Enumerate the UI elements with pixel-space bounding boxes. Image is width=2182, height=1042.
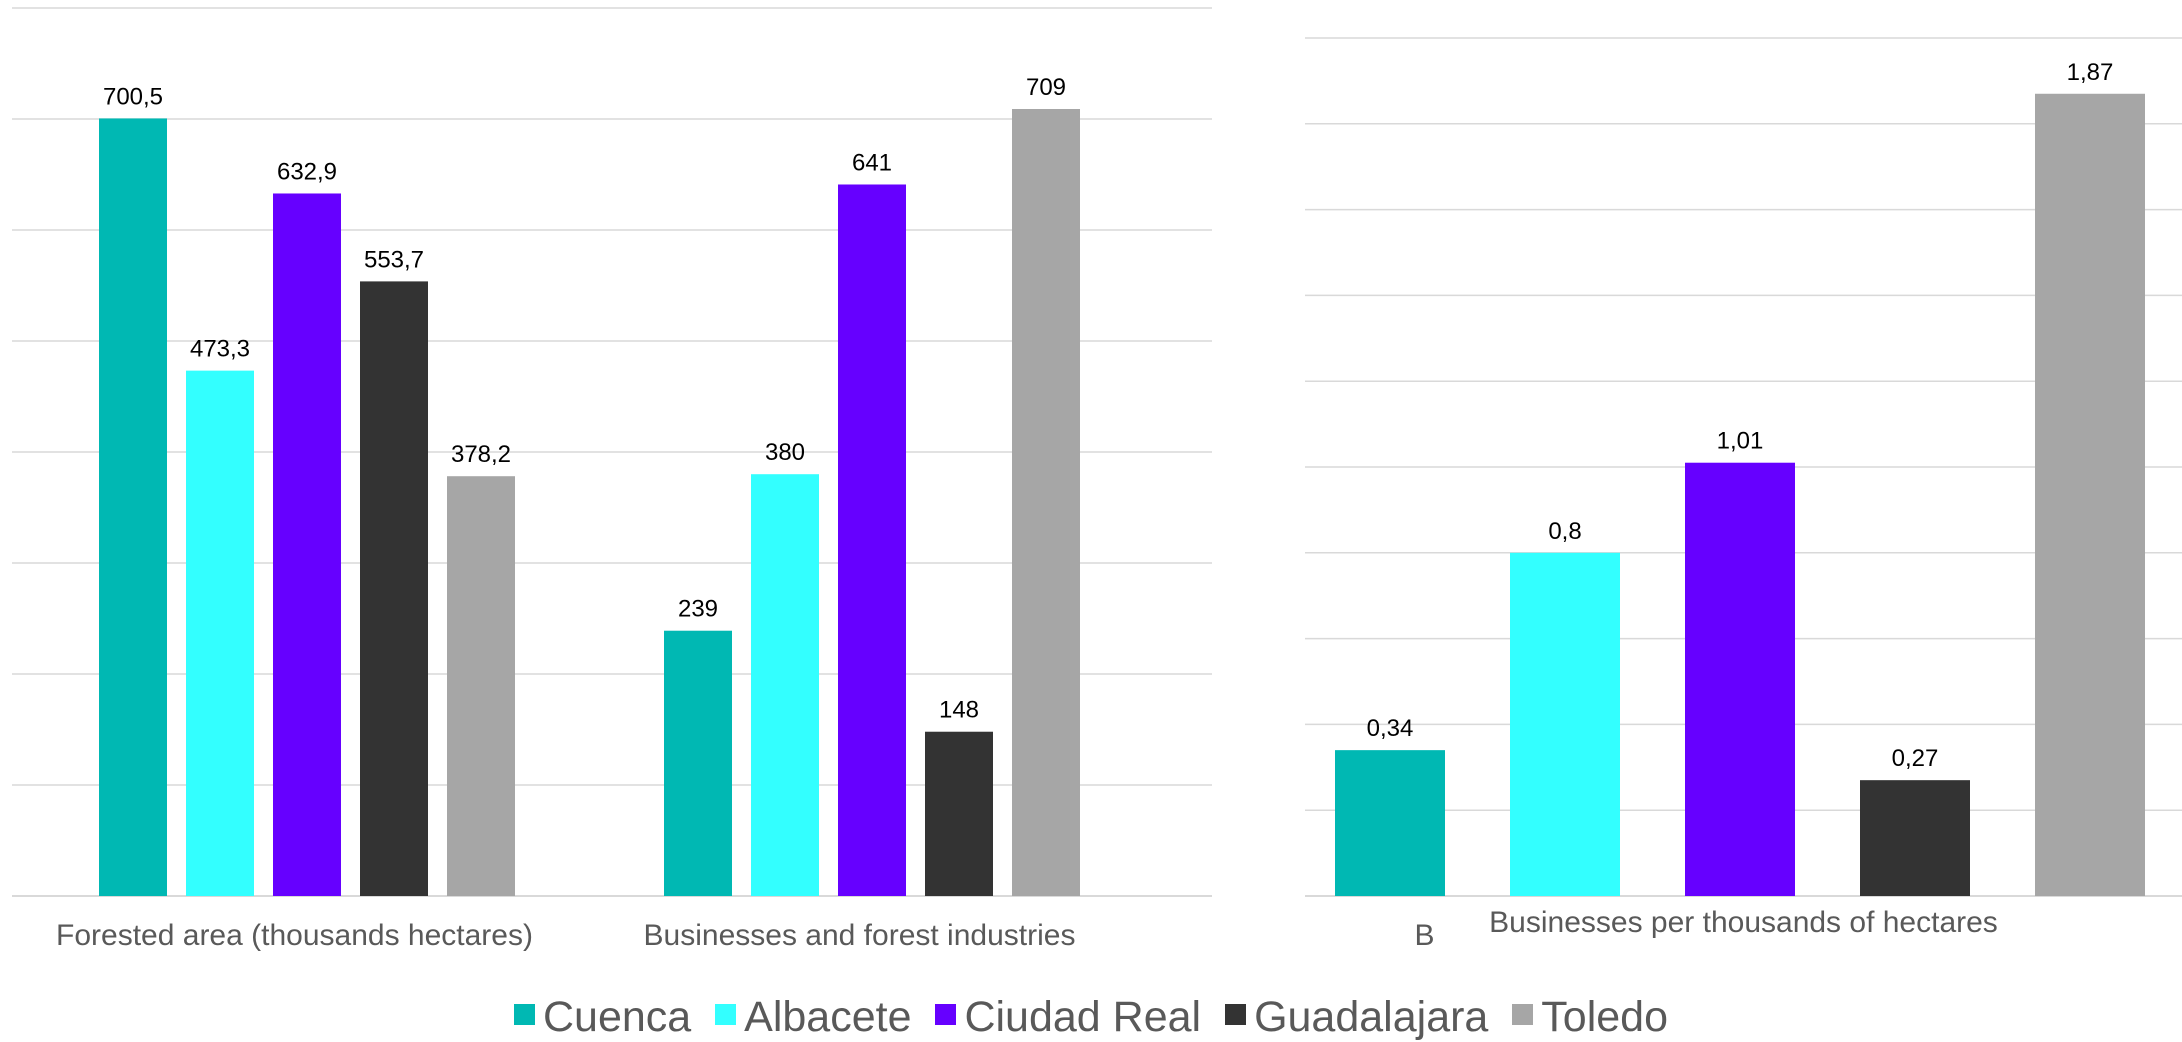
legend-label: Cuenca xyxy=(542,993,692,1042)
data-label-toledo-ratio: 1,87 xyxy=(2067,59,2114,86)
data-label-guadalajara-2: 148 xyxy=(939,697,979,724)
legend: Cuenca Albacete Ciudad Real Guadalajara … xyxy=(0,990,2182,1042)
bar-toledo-2 xyxy=(1012,109,1080,896)
left-chart: 700,5 473,3 632,9 553,7 378,2 Forested area (… xyxy=(12,7,1435,952)
data-label-albacete-2: 380 xyxy=(765,439,805,466)
bar-guadalajara-2 xyxy=(925,731,993,896)
legend-label: Albacete xyxy=(744,993,912,1042)
category-label-3: B xyxy=(1414,919,1434,952)
data-label-guadalajara-ratio: 0,27 xyxy=(1892,745,1939,772)
bar-cuenca-1 xyxy=(99,118,167,896)
legend-item-cuenca: Cuenca xyxy=(513,991,692,1042)
legend-item-toledo: Toledo xyxy=(1512,991,1668,1042)
bar-ciudad-real-1 xyxy=(273,193,341,896)
data-label-toledo-1: 378,2 xyxy=(451,441,511,468)
data-label-ciudad-real-1: 632,9 xyxy=(277,158,337,185)
legend-label: Guadalajara xyxy=(1254,993,1489,1042)
bar-toledo-1 xyxy=(447,476,515,896)
bar-cuenca-2 xyxy=(664,630,732,896)
data-label-cuenca-2: 239 xyxy=(678,596,718,623)
legend-swatch-toledo xyxy=(1512,1004,1534,1026)
legend-item-guadalajara: Guadalajara xyxy=(1225,991,1488,1042)
bar-albacete-1 xyxy=(186,370,254,897)
legend-label: Ciudad Real xyxy=(964,993,1202,1042)
category-label-1: Forested area (thousands hectares) xyxy=(56,919,533,952)
data-label-ciudad-real-ratio: 1,01 xyxy=(1717,428,1764,455)
legend-swatch-cuenca xyxy=(513,1004,535,1026)
category-label-2: Businesses and forest industries xyxy=(644,919,1076,952)
bar-toledo-ratio xyxy=(2035,93,2145,896)
right-chart: 0,34 0,8 1,01 0,27 1,87 Businesses per thousa… xyxy=(1305,37,2182,939)
legend-swatch-ciudad-real xyxy=(935,1004,957,1026)
bar-guadalajara-ratio xyxy=(1860,780,1970,896)
data-label-toledo-2: 709 xyxy=(1026,74,1066,101)
legend-item-albacete: Albacete xyxy=(715,991,912,1042)
data-label-albacete-1: 473,3 xyxy=(190,336,250,363)
data-label-guadalajara-1: 553,7 xyxy=(364,246,424,273)
data-label-cuenca-ratio: 0,34 xyxy=(1367,715,1414,742)
bar-guadalajara-1 xyxy=(360,281,428,896)
category-label-ratio: Businesses per thousands of hectares xyxy=(1489,906,1998,939)
bar-albacete-2 xyxy=(751,474,819,896)
legend-swatch-albacete xyxy=(715,1004,737,1026)
bar-albacete-ratio xyxy=(1510,552,1620,896)
data-label-ciudad-real-2: 641 xyxy=(852,149,892,176)
legend-swatch-guadalajara xyxy=(1225,1004,1247,1026)
bar-ciudad-real-ratio xyxy=(1685,462,1795,896)
legend-label: Toledo xyxy=(1541,993,1669,1042)
bar-cuenca-ratio xyxy=(1335,750,1445,896)
data-label-cuenca-1: 700,5 xyxy=(103,83,163,110)
bar-ciudad-real-2 xyxy=(838,184,906,897)
data-label-albacete-ratio: 0,8 xyxy=(1548,518,1581,545)
legend-item-ciudad-real: Ciudad Real xyxy=(935,991,1201,1042)
